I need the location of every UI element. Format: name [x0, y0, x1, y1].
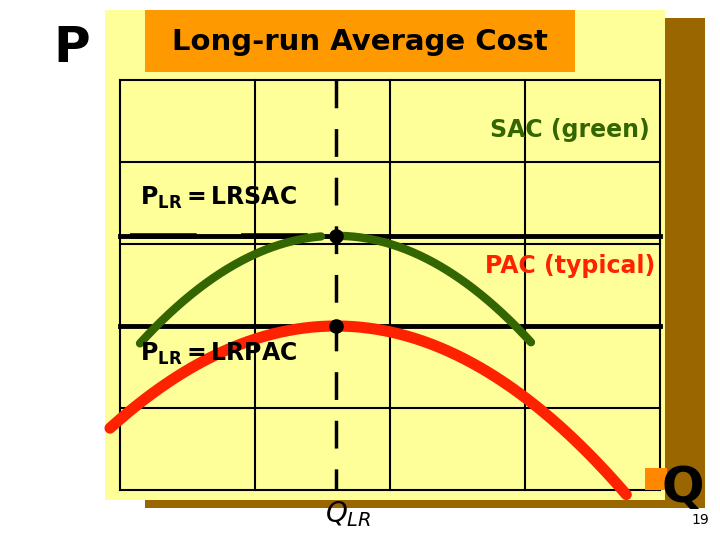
- Bar: [145, 10, 575, 72]
- Text: Long-run Average Cost: Long-run Average Cost: [172, 28, 548, 56]
- Text: P: P: [54, 24, 90, 72]
- Text: $Q_{LR}$: $Q_{LR}$: [325, 499, 372, 529]
- Point: [330, 232, 342, 240]
- Bar: [105, 10, 665, 500]
- Text: $\mathbf{P_{LR}}$$\mathbf{=LRSAC}$: $\mathbf{P_{LR}}$$\mathbf{=LRSAC}$: [140, 185, 297, 211]
- Text: SAC (green): SAC (green): [490, 118, 650, 142]
- Text: PAC (typical): PAC (typical): [485, 254, 655, 278]
- Text: Q: Q: [662, 464, 704, 512]
- Bar: [145, 18, 705, 508]
- Point: [330, 322, 342, 330]
- Text: 19: 19: [691, 513, 709, 527]
- Text: $\mathbf{P_{LR}}$$\mathbf{=LRPAC}$: $\mathbf{P_{LR}}$$\mathbf{=LRPAC}$: [140, 341, 297, 367]
- Bar: [645, 468, 667, 490]
